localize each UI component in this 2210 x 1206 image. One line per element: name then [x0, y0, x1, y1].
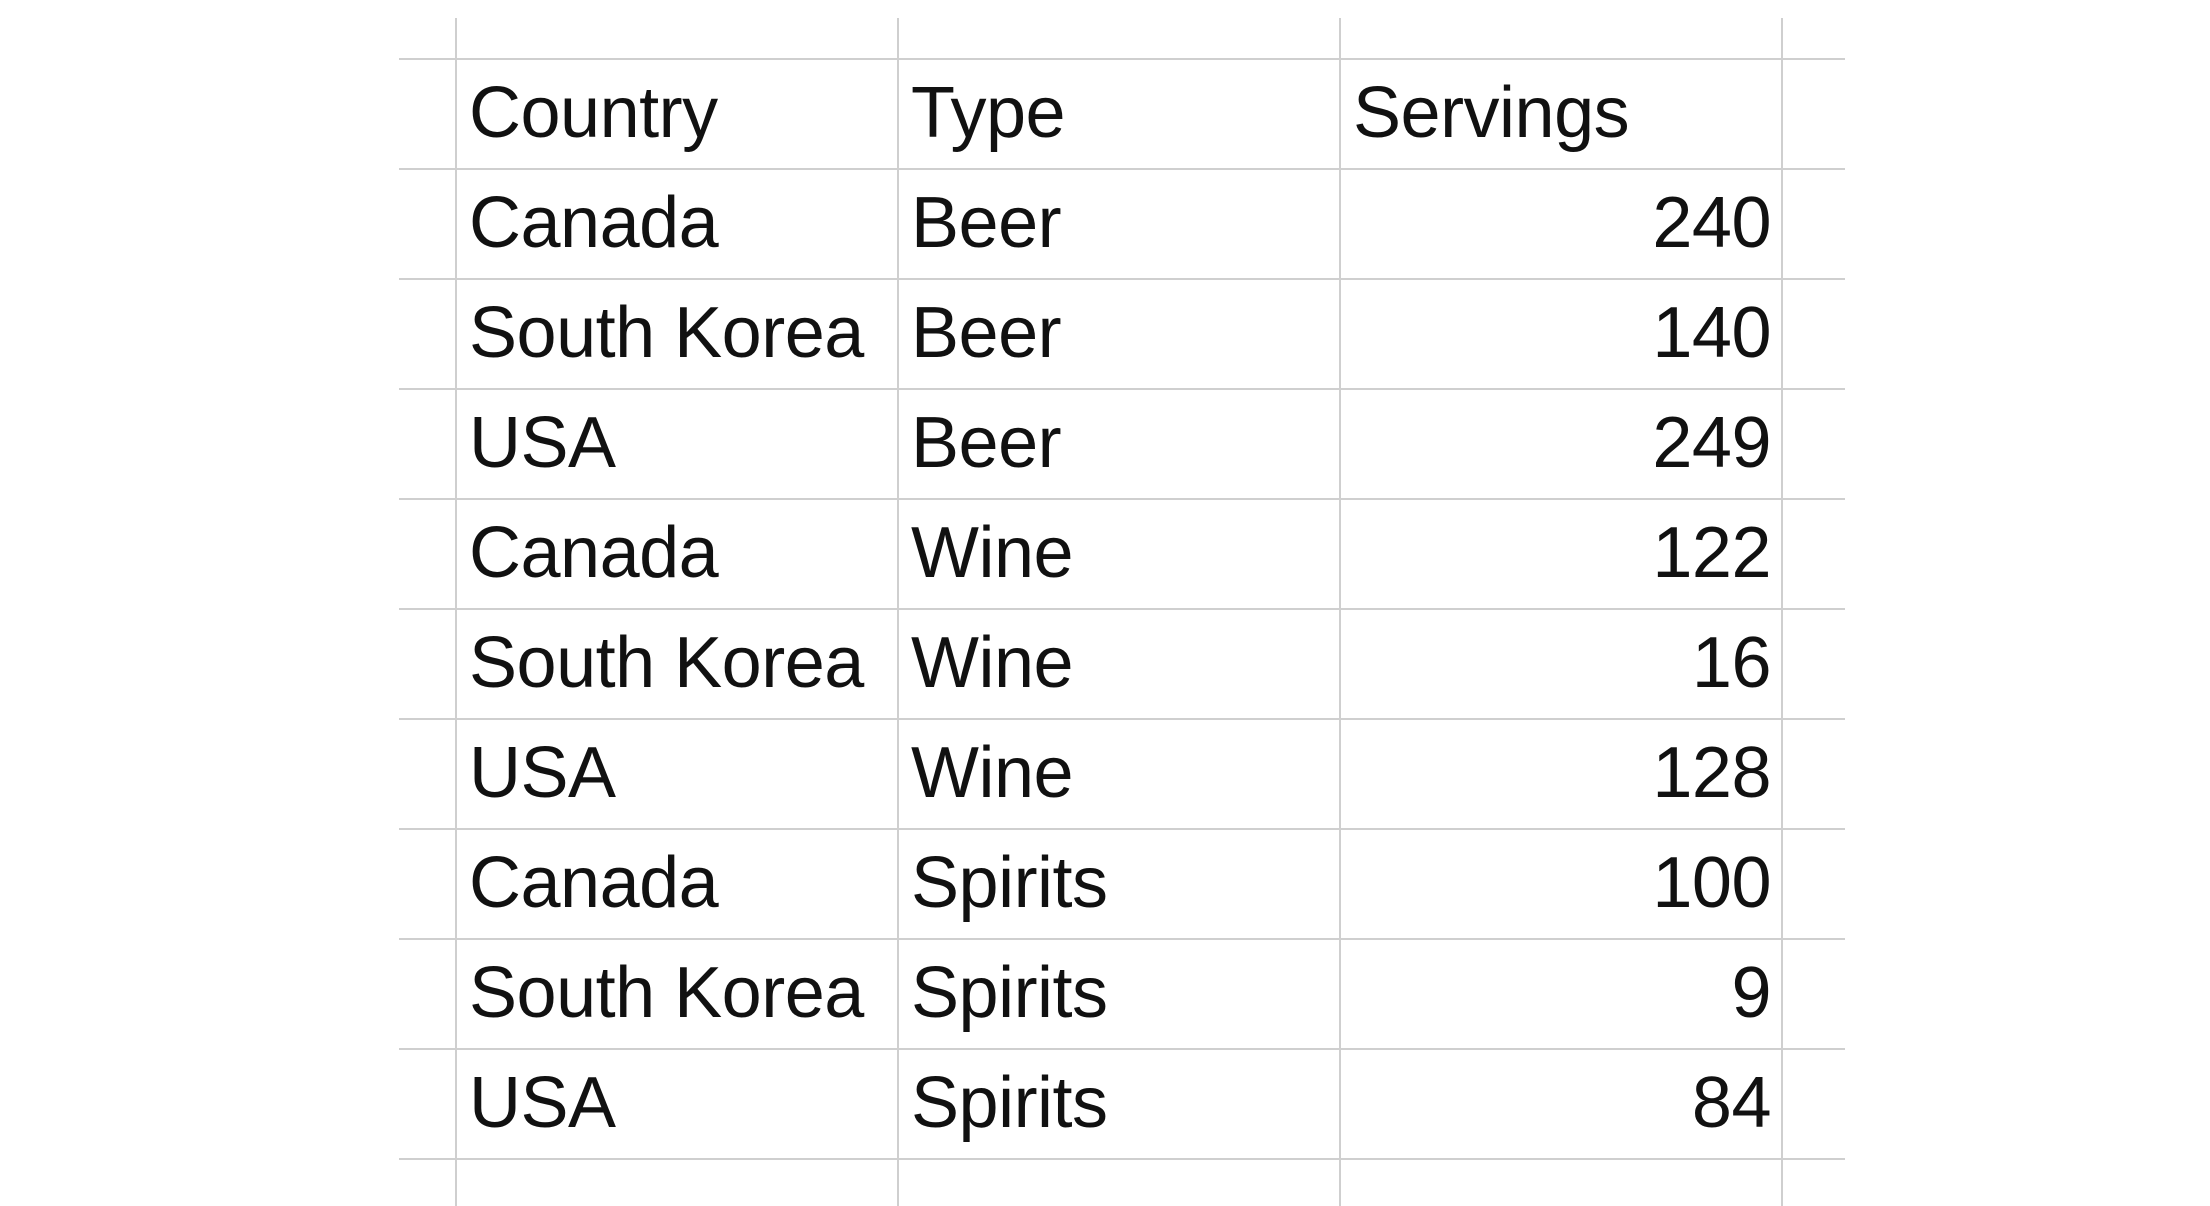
- column-header[interactable]: Country: [469, 73, 718, 153]
- column-gridline: [897, 18, 899, 1206]
- row-gridline: [399, 388, 1845, 390]
- table-cell[interactable]: 140: [1652, 293, 1771, 373]
- table-cell[interactable]: 9: [1731, 953, 1771, 1033]
- table-cell[interactable]: 100: [1652, 843, 1771, 923]
- table-cell[interactable]: Beer: [911, 183, 1062, 263]
- column-gridline: [1781, 18, 1783, 1206]
- table-cell[interactable]: USA: [469, 403, 616, 483]
- row-gridline: [399, 608, 1845, 610]
- row-gridline: [399, 938, 1845, 940]
- column-gridline: [1339, 18, 1341, 1206]
- table-cell[interactable]: Wine: [911, 513, 1074, 593]
- table-cell[interactable]: Spirits: [911, 953, 1108, 1033]
- row-gridline: [399, 278, 1845, 280]
- table-cell[interactable]: USA: [469, 1063, 616, 1143]
- table-cell[interactable]: 240: [1652, 183, 1771, 263]
- column-header[interactable]: Servings: [1353, 73, 1630, 153]
- table-cell[interactable]: South Korea: [469, 293, 864, 373]
- table-cell[interactable]: Wine: [911, 733, 1074, 813]
- table-cell[interactable]: 84: [1691, 1063, 1772, 1143]
- table-cell[interactable]: Canada: [469, 843, 719, 923]
- table-cell[interactable]: South Korea: [469, 953, 864, 1033]
- column-header[interactable]: Type: [911, 73, 1066, 153]
- table-cell[interactable]: Canada: [469, 183, 719, 263]
- row-gridline: [399, 58, 1845, 60]
- spreadsheet-grid: Country Type Servings Canada Beer 240 South Ko…: [399, 18, 1845, 1206]
- row-gridline: [399, 1048, 1845, 1050]
- row-gridline: [399, 168, 1845, 170]
- table-cell[interactable]: 16: [1691, 623, 1772, 703]
- column-gridline: [455, 18, 457, 1206]
- row-gridline: [399, 498, 1845, 500]
- table-cell[interactable]: Canada: [469, 513, 719, 593]
- row-gridline: [399, 1158, 1845, 1160]
- table-cell[interactable]: Wine: [911, 623, 1074, 703]
- table-cell[interactable]: 122: [1652, 513, 1771, 593]
- row-gridline: [399, 828, 1845, 830]
- table-cell[interactable]: Beer: [911, 293, 1062, 373]
- table-cell[interactable]: 249: [1652, 403, 1771, 483]
- table-cell[interactable]: Spirits: [911, 1063, 1108, 1143]
- table-cell[interactable]: USA: [469, 733, 616, 813]
- table-cell[interactable]: Beer: [911, 403, 1062, 483]
- table-cell[interactable]: South Korea: [469, 623, 864, 703]
- table-cell[interactable]: 128: [1652, 733, 1771, 813]
- table-cell[interactable]: Spirits: [911, 843, 1108, 923]
- row-gridline: [399, 718, 1845, 720]
